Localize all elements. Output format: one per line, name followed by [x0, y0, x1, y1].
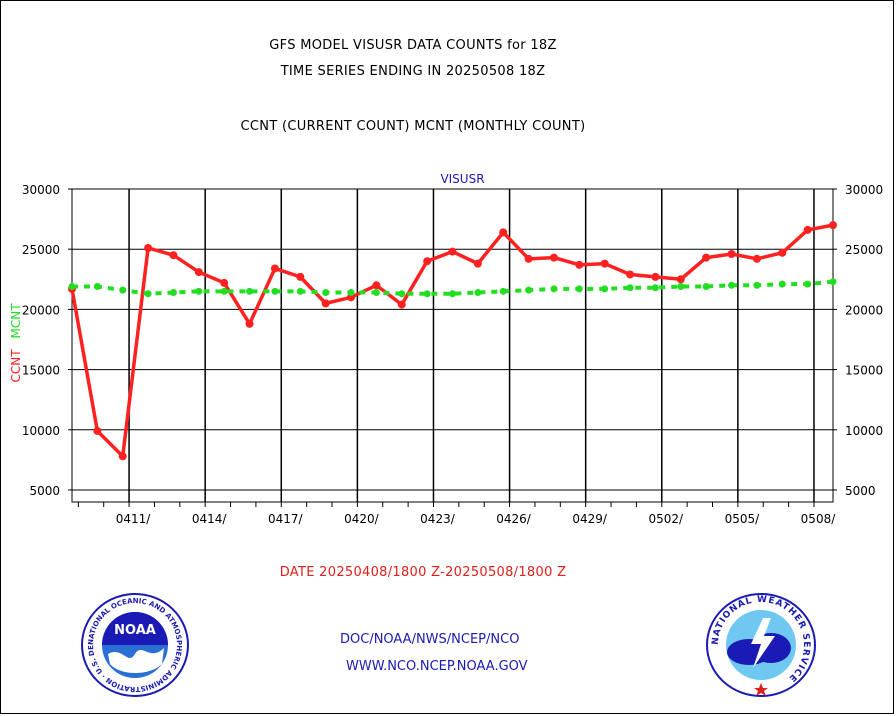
data-point-ccnt: [752, 254, 761, 263]
data-point-ccnt: [245, 319, 254, 328]
data-point-ccnt: [372, 281, 381, 290]
data-point-ccnt: [220, 278, 229, 287]
noaa-logo: NATIONAL OCEANIC AND ATMOSPHERIC ADMINIS…: [80, 592, 189, 697]
data-point-ccnt: [270, 264, 279, 273]
agency-url-link[interactable]: WWW.NCO.NCEP.NOAA.GOV: [346, 659, 528, 674]
data-point-ccnt: [93, 426, 102, 435]
y-tick-label-left: 30000: [22, 183, 60, 197]
y-tick-label-right: 30000: [845, 183, 883, 197]
data-point-ccnt: [676, 275, 685, 284]
data-point-ccnt: [651, 272, 660, 281]
data-point-ccnt: [778, 248, 787, 257]
plot-area: [71, 188, 834, 503]
data-point-mcnt: [68, 283, 76, 291]
data-point-mcnt: [626, 284, 634, 292]
data-point-mcnt: [550, 285, 558, 293]
y-tick-label-left: 15000: [22, 364, 60, 378]
data-point-mcnt: [449, 290, 456, 298]
data-point-mcnt: [372, 289, 380, 297]
data-point-ccnt: [296, 272, 305, 281]
agency-path-text: DOC/NOAA/NWS/NCEP/NCO: [340, 632, 520, 647]
data-point-mcnt: [702, 283, 710, 291]
x-tick-label: 0502/: [648, 512, 684, 526]
data-point-ccnt: [423, 257, 432, 266]
x-tick-label: 0420/: [344, 512, 380, 526]
y-tick-label-right: 15000: [845, 364, 883, 378]
chart-title-line3: CCNT (CURRENT COUNT) MCNT (MONTHLY COUNT…: [240, 119, 586, 134]
data-point-mcnt: [93, 283, 101, 291]
data-point-ccnt: [803, 225, 812, 234]
data-point-mcnt: [347, 289, 355, 297]
data-point-ccnt: [575, 260, 584, 269]
data-point-ccnt: [499, 228, 508, 237]
x-tick-label: 0423/: [420, 512, 456, 526]
data-point-mcnt: [322, 289, 330, 297]
data-point-mcnt: [575, 285, 583, 293]
data-point-mcnt: [220, 287, 228, 295]
plot-title: VISUSR: [440, 172, 484, 186]
data-point-ccnt: [397, 300, 406, 309]
data-point-mcnt: [829, 278, 837, 286]
data-point-mcnt: [474, 289, 482, 297]
data-point-mcnt: [601, 285, 609, 293]
data-point-mcnt: [271, 287, 279, 295]
chart-title-line1: GFS MODEL VISUSR DATA COUNTS for 18Z: [269, 38, 557, 53]
data-point-ccnt: [829, 221, 837, 230]
noaa-center-text: NOAA: [114, 623, 156, 638]
x-tick-label: 0411/: [116, 512, 152, 526]
y-axis-label-mcnt: MCNT: [9, 303, 23, 339]
data-point-ccnt: [321, 299, 330, 308]
data-point-mcnt: [296, 287, 304, 295]
data-point-ccnt: [702, 253, 711, 262]
date-range-label: DATE 20250408/1800 Z-20250508/1800 Z: [279, 565, 567, 580]
data-point-ccnt: [600, 259, 609, 268]
data-point-mcnt: [119, 286, 127, 294]
x-tick-label: 0426/: [496, 512, 532, 526]
y-tick-label-right: 5000: [845, 484, 876, 498]
data-point-mcnt: [728, 281, 736, 289]
data-point-ccnt: [473, 259, 482, 268]
x-tick-label: 0508/: [801, 512, 837, 526]
data-point-mcnt: [246, 287, 254, 295]
data-point-mcnt: [677, 283, 685, 291]
y-tick-label-left: 25000: [22, 243, 60, 257]
data-point-ccnt: [626, 270, 635, 279]
data-point-ccnt: [549, 253, 558, 262]
x-tick-label: 0505/: [725, 512, 761, 526]
data-point-ccnt: [194, 268, 203, 277]
x-tick-label: 0429/: [572, 512, 608, 526]
data-point-mcnt: [423, 290, 431, 298]
chart-title-line2: TIME SERIES ENDING IN 20250508 18Z: [280, 64, 546, 79]
x-tick-label: 0417/: [268, 512, 304, 526]
y-tick-label-left: 5000: [29, 484, 60, 498]
data-point-mcnt: [778, 280, 786, 288]
data-point-ccnt: [169, 251, 178, 260]
y-tick-label-left: 10000: [22, 424, 60, 438]
y-tick-label-right: 20000: [845, 303, 883, 317]
y-tick-label-right: 25000: [845, 243, 883, 257]
data-point-ccnt: [727, 250, 736, 259]
data-point-ccnt: [144, 243, 153, 252]
data-point-ccnt: [448, 247, 457, 256]
y-tick-label-right: 10000: [845, 424, 883, 438]
y-tick-label-left: 20000: [22, 303, 60, 317]
nws-logo: NATIONAL WEATHER SERVICE: [706, 593, 816, 697]
data-point-mcnt: [499, 287, 507, 295]
data-point-mcnt: [398, 290, 406, 298]
data-point-ccnt: [118, 452, 127, 461]
data-point-mcnt: [144, 290, 152, 298]
data-point-ccnt: [524, 254, 533, 263]
data-point-mcnt: [804, 280, 812, 288]
data-point-mcnt: [651, 284, 659, 292]
y-axis-label-ccnt: CCNT: [9, 349, 23, 383]
data-point-mcnt: [525, 286, 533, 294]
x-tick-label: 0414/: [192, 512, 228, 526]
data-point-mcnt: [753, 281, 761, 289]
data-point-mcnt: [195, 287, 203, 295]
data-point-mcnt: [169, 289, 177, 297]
